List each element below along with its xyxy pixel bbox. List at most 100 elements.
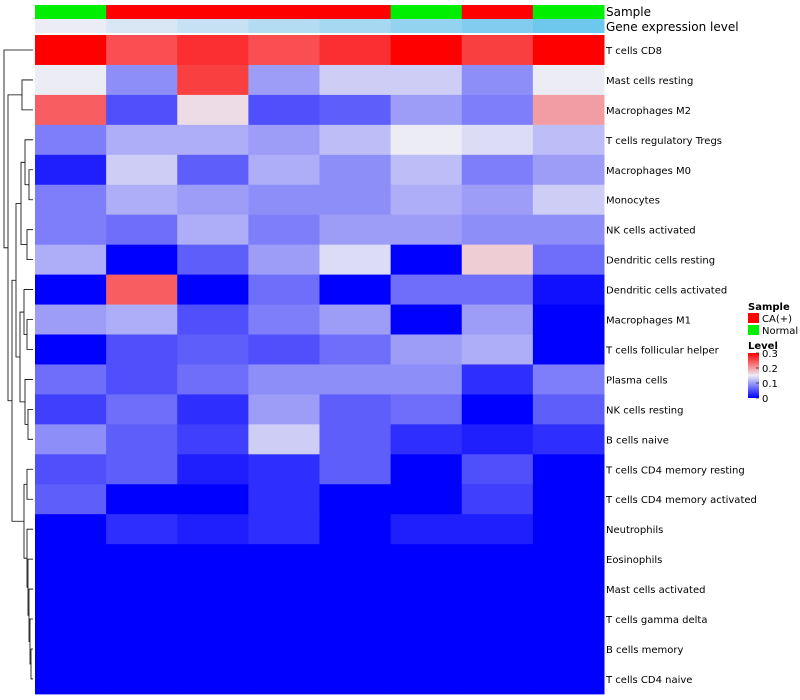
row-label: T cells CD4 memory resting bbox=[605, 465, 745, 476]
heatmap-cell bbox=[319, 574, 392, 605]
heatmap-cell bbox=[35, 64, 107, 96]
heatmap-cell bbox=[461, 484, 534, 515]
row-label: T cells regulatory Tregs bbox=[605, 136, 722, 147]
heatmap-cell bbox=[177, 304, 249, 335]
heatmap-cell bbox=[319, 274, 392, 306]
legend-swatch-normal bbox=[748, 325, 759, 335]
heatmap-cell bbox=[248, 574, 320, 605]
heatmap-cell bbox=[177, 214, 249, 246]
heatmap-cell bbox=[532, 304, 605, 335]
legend-tick-label: 0.3 bbox=[762, 349, 778, 360]
heatmap-cell bbox=[319, 244, 392, 276]
heatmap-cell bbox=[106, 514, 178, 545]
heatmap-cell bbox=[106, 574, 178, 605]
legend-color-bar bbox=[748, 353, 759, 398]
heatmap-cell bbox=[35, 394, 107, 425]
heatmap-cell bbox=[532, 454, 605, 485]
heatmap-cell bbox=[248, 514, 320, 545]
heatmap-cell bbox=[461, 544, 534, 575]
heatmap-cell bbox=[390, 214, 463, 246]
heatmap-cell bbox=[532, 274, 605, 306]
expression-annotation-cell bbox=[177, 19, 249, 33]
heatmap-cell bbox=[106, 544, 178, 575]
heatmap-cell bbox=[177, 663, 249, 695]
legend-label-ca: CA(+) bbox=[762, 314, 792, 325]
heatmap-cell bbox=[177, 274, 249, 306]
heatmap-cell bbox=[532, 634, 605, 665]
row-label: T cells CD4 naive bbox=[605, 675, 692, 686]
heatmap-cells bbox=[35, 35, 605, 695]
heatmap-cell bbox=[390, 514, 463, 545]
heatmap-cell bbox=[390, 304, 463, 335]
heatmap-cell bbox=[319, 304, 392, 335]
heatmap-cell bbox=[35, 424, 107, 455]
heatmap-cell bbox=[390, 334, 463, 365]
heatmap-cell bbox=[177, 334, 249, 365]
heatmap-cell bbox=[319, 364, 392, 395]
row-label: B cells memory bbox=[606, 645, 683, 656]
heatmap-cell bbox=[461, 514, 534, 545]
heatmap-cell bbox=[248, 244, 320, 276]
heatmap-cell bbox=[390, 394, 463, 425]
legend-tick-label: 0.2 bbox=[762, 364, 778, 375]
heatmap-cell bbox=[461, 214, 534, 246]
row-label: Macrophages M0 bbox=[606, 166, 691, 177]
heatmap-cell bbox=[532, 574, 605, 605]
heatmap-cell bbox=[319, 334, 392, 365]
heatmap-cell bbox=[177, 154, 249, 186]
legend-swatch-ca bbox=[748, 313, 759, 323]
heatmap-cell bbox=[390, 244, 463, 276]
heatmap-cell bbox=[248, 634, 320, 665]
heatmap-cell bbox=[390, 274, 463, 306]
heatmap-cell bbox=[532, 394, 605, 425]
sample-annotation-cell bbox=[319, 5, 392, 19]
heatmap-cell bbox=[532, 334, 605, 365]
heatmap-cell bbox=[248, 124, 320, 156]
heatmap-cell bbox=[248, 334, 320, 365]
heatmap-cell bbox=[461, 94, 534, 126]
heatmap-cell bbox=[390, 663, 463, 695]
heatmap-cell bbox=[106, 304, 178, 335]
heatmap-cell bbox=[532, 604, 605, 635]
heatmap-cell bbox=[106, 364, 178, 395]
row-label: Eosinophils bbox=[606, 555, 662, 566]
heatmap-cell bbox=[35, 154, 107, 186]
legend: Sample CA(+) Normal Level 0.3 0.2 0.1 0 bbox=[748, 302, 798, 405]
row-label: NK cells resting bbox=[606, 405, 683, 416]
heatmap-cell bbox=[177, 544, 249, 575]
heatmap-cell bbox=[248, 35, 320, 66]
annotation-label-sample: Sample bbox=[606, 5, 651, 19]
annotation-label-expression: Gene expression level bbox=[606, 20, 739, 34]
row-label: Neutrophils bbox=[606, 525, 663, 536]
heatmap-cell bbox=[248, 604, 320, 635]
heatmap-cell bbox=[319, 634, 392, 665]
heatmap-cell bbox=[177, 574, 249, 605]
heatmap-cell bbox=[35, 244, 107, 276]
heatmap-cell bbox=[390, 454, 463, 485]
heatmap-cell bbox=[177, 244, 249, 276]
legend-level-title: Level bbox=[748, 341, 778, 352]
heatmap-cell bbox=[461, 64, 534, 96]
expression-annotation-cell bbox=[390, 19, 463, 33]
heatmap-cell bbox=[35, 184, 107, 216]
row-label: T cells CD4 memory activated bbox=[605, 495, 757, 506]
heatmap-cell bbox=[532, 64, 605, 96]
heatmap-cell bbox=[532, 184, 605, 216]
heatmap-cell bbox=[106, 35, 178, 66]
heatmap-cell bbox=[390, 124, 463, 156]
heatmap-cell bbox=[35, 304, 107, 335]
heatmap-cell bbox=[319, 424, 392, 455]
heatmap-cell bbox=[390, 424, 463, 455]
heatmap-cell bbox=[248, 484, 320, 515]
heatmap-cell bbox=[461, 574, 534, 605]
heatmap-cell bbox=[319, 35, 392, 66]
heatmap-cell bbox=[106, 454, 178, 485]
expression-annotation-cell bbox=[106, 19, 178, 33]
heatmap-cell bbox=[177, 454, 249, 485]
sample-annotation-cell bbox=[248, 5, 320, 19]
heatmap-cell bbox=[106, 394, 178, 425]
heatmap-cell bbox=[319, 94, 392, 126]
sample-annotation-cell bbox=[461, 5, 534, 19]
expression-annotation-cell bbox=[319, 19, 392, 33]
heatmap-cell bbox=[390, 484, 463, 515]
